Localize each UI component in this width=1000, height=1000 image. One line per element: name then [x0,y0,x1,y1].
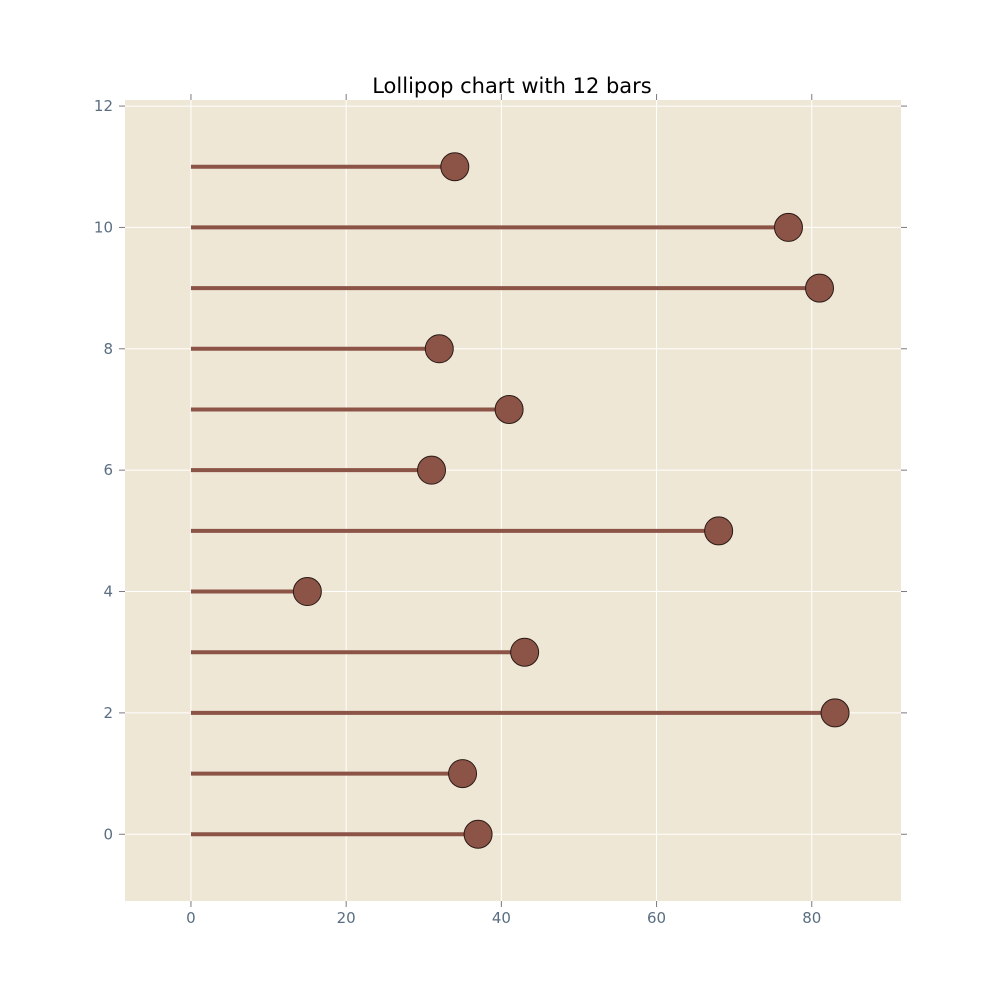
x-tick-label: 80 [802,909,821,927]
lollipop-marker [292,577,322,607]
x-tick-label: 0 [186,909,196,927]
y-tick-label: 8 [103,340,113,358]
lollipop-marker [440,152,470,182]
plot-area [125,100,901,901]
y-tick-label: 6 [103,461,113,479]
y-tick-label: 4 [103,583,113,601]
tick-labels: 0 20 40 60 80 0 2 4 6 8 10 12 [94,97,821,927]
lollipop-marker [773,212,803,242]
chart-title: Lollipop chart with 12 bars [372,74,652,98]
lollipop-stems [190,164,836,837]
lollipop-marker [494,394,524,424]
lollipop-marker [510,637,540,667]
lollipop-marker [704,516,734,546]
x-tick-label: 40 [492,909,511,927]
lollipop-marker [463,819,493,849]
lollipop-marker [424,334,454,364]
y-tick-label: 10 [94,218,113,236]
lollipop-markers [292,152,850,849]
lollipop-marker [448,759,478,789]
x-tick-label: 20 [337,909,356,927]
x-tick-label: 60 [647,909,666,927]
lollipop-marker [805,273,835,303]
lollipop-marker [417,455,447,485]
axis-ticks [119,94,907,907]
y-tick-label: 0 [103,825,113,843]
y-tick-label: 12 [94,97,113,115]
lollipop-marker [820,698,850,728]
y-tick-label: 2 [103,704,113,722]
